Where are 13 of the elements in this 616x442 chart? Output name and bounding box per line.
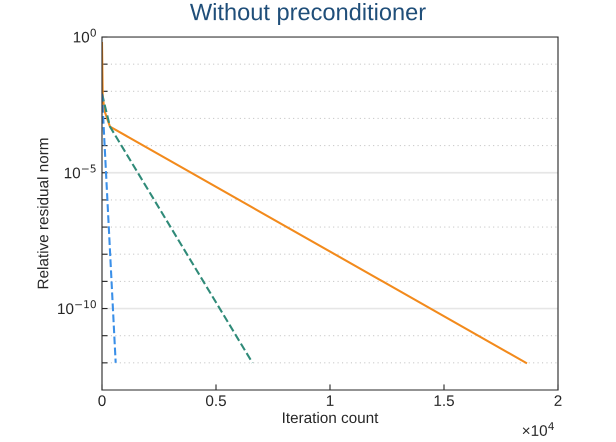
x-tick-label: 0.5 (206, 395, 226, 406)
x-tick-label: 1.5 (434, 395, 454, 406)
y-axis-title: Relative residual norm (37, 138, 48, 288)
x-tick-label: 0 (98, 395, 106, 406)
x-tick-label: 1 (326, 395, 334, 406)
line-series (102, 42, 528, 364)
x-tick-label: 2 (554, 395, 562, 406)
chart-title: Without preconditioner (190, 2, 426, 26)
text: ×10$^{4}$ (522, 422, 554, 436)
y-tick-label: 10$^{−5}$ (64, 164, 96, 178)
y-tick-label: 10$^{0}$ (74, 28, 96, 43)
x-axis-title: Iteration count (283, 412, 378, 424)
y-tick-label: 10$^{−10}$ (58, 300, 96, 314)
